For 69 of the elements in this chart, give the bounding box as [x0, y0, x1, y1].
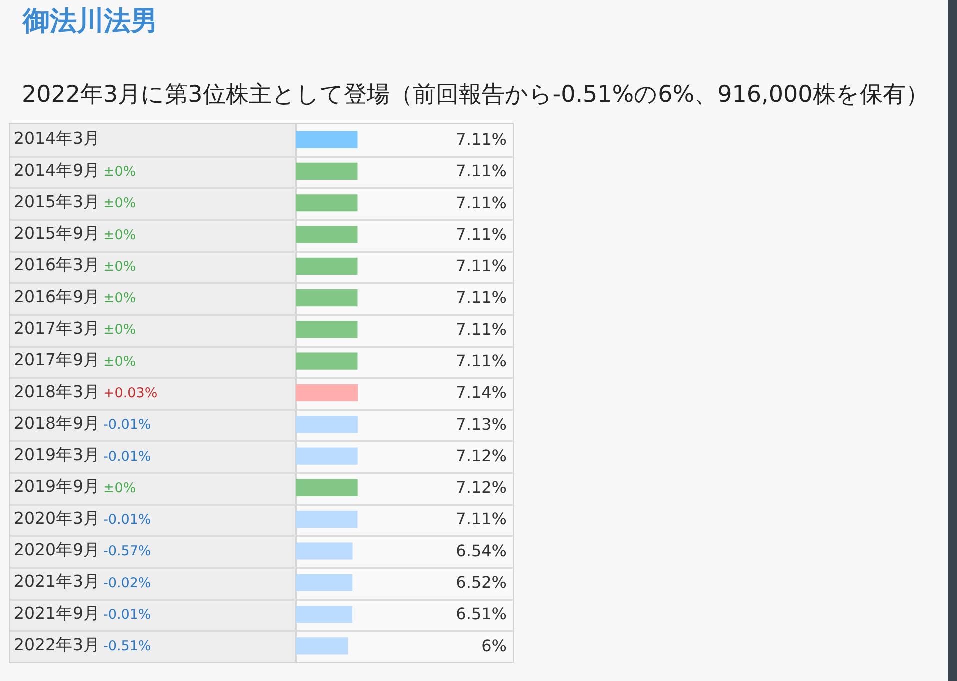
text: ±0% — [103, 258, 136, 275]
y-tick-label: 2017年9月 — [14, 350, 100, 370]
text: ±0% — [103, 196, 136, 212]
bar — [296, 194, 358, 212]
data-label: 7.12% — [456, 446, 507, 466]
bar — [296, 511, 358, 528]
text: -0.01% — [103, 512, 152, 528]
text: ±0% — [103, 227, 136, 244]
y-tick-label: 2017年3月 — [14, 318, 100, 338]
text: +0.03% — [103, 386, 158, 402]
data-label: 7.11% — [456, 162, 507, 181]
bar — [296, 448, 358, 465]
text: -0.01% — [103, 417, 152, 434]
y-tick-label: 2016年9月 — [14, 287, 100, 306]
bar — [296, 606, 353, 624]
y-tick-label: 2020年3月 — [14, 508, 100, 528]
text: -0.57% — [103, 544, 152, 560]
bar — [296, 542, 353, 560]
text: -0.02% — [103, 575, 152, 592]
data-label: 6.52% — [456, 573, 507, 592]
bar — [296, 574, 353, 592]
y-tick-label: 2018年3月 — [14, 382, 100, 402]
y-tick-label: 2014年9月 — [14, 160, 100, 180]
data-label: 7.11% — [456, 224, 507, 244]
chart-title: 御法川法男 — [23, 5, 158, 39]
bar — [296, 162, 358, 180]
y-tick-label: 2014年3月 — [14, 129, 100, 148]
text: -0.51% — [103, 638, 152, 655]
bar — [296, 290, 358, 307]
bar — [296, 226, 358, 244]
data-label: 7.11% — [456, 510, 507, 529]
data-label: 7.13% — [456, 414, 507, 434]
data-label: 7.11% — [456, 288, 507, 308]
data-label: 6.51% — [456, 604, 507, 624]
data-label: 7.11% — [456, 320, 507, 339]
y-tick-label: 2022年3月 — [14, 635, 100, 654]
data-label: 7.11% — [456, 256, 507, 276]
bar — [296, 416, 358, 434]
text: 2022年3月に第3位株主として登場（前回報告から-0.51%の6%、916,000株を保有） — [22, 81, 929, 110]
bar — [296, 258, 358, 275]
bar — [296, 321, 358, 338]
y-tick-label: 2019年3月 — [14, 446, 100, 465]
y-tick-label: 2020年9月 — [14, 540, 100, 560]
y-tick-label: 2018年9月 — [14, 414, 100, 433]
data-label: 7.12% — [456, 478, 507, 498]
data-label: 7.11% — [456, 193, 507, 212]
text: ±0% — [103, 480, 136, 496]
bar — [296, 479, 358, 496]
y-tick-label: 2021年3月 — [14, 572, 100, 592]
data-label: 6% — [482, 636, 507, 656]
y-tick-label: 2015年3月 — [14, 192, 100, 212]
bar — [296, 131, 358, 148]
data-label: 7.11% — [456, 352, 507, 371]
bar — [296, 384, 358, 402]
text: -0.01% — [103, 607, 152, 624]
bar — [296, 638, 348, 655]
y-tick-label: 2019年9月 — [14, 477, 100, 496]
y-tick-label: 2016年3月 — [14, 256, 100, 275]
y-tick-label: 2021年9月 — [14, 604, 100, 623]
text: -0.01% — [103, 448, 152, 465]
data-label: 7.14% — [456, 383, 507, 402]
text: ±0% — [103, 354, 136, 370]
data-label: 7.11% — [456, 130, 507, 149]
y-tick-label: 2015年9月 — [14, 224, 100, 244]
text: ±0% — [103, 290, 136, 307]
text: ±0% — [103, 322, 136, 338]
bar — [296, 352, 358, 370]
data-label: 6.54% — [456, 541, 507, 560]
text: ±0% — [103, 164, 136, 180]
